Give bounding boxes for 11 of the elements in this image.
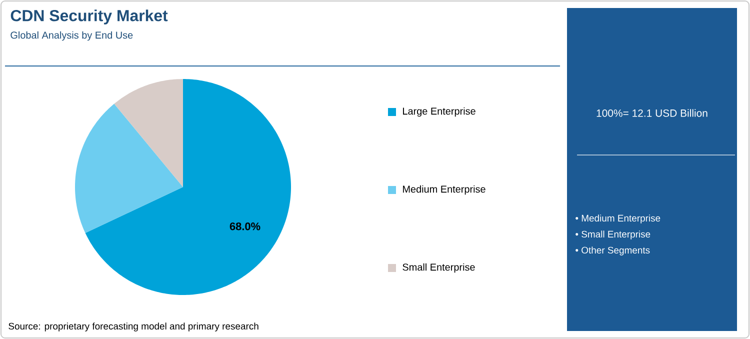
text: 100%= 12.1 USD Billion xyxy=(596,109,708,117)
chart-subtitle: Global Analysis by End Use xyxy=(10,31,133,41)
text: • Other Segments xyxy=(576,246,650,256)
text: • Medium Enterprise xyxy=(576,214,660,224)
legend-label: Large Enterprise xyxy=(403,107,476,117)
source-note: Source: proprietary forecasting model and primary research xyxy=(8,322,258,332)
legend-label: Small Enterprise xyxy=(402,263,475,273)
text: • Small Enterprise xyxy=(576,230,650,240)
legend-label: Medium Enterprise xyxy=(403,185,486,195)
data-label: 68.0% xyxy=(230,222,260,230)
chart-title: CDN Security Market xyxy=(10,10,168,24)
